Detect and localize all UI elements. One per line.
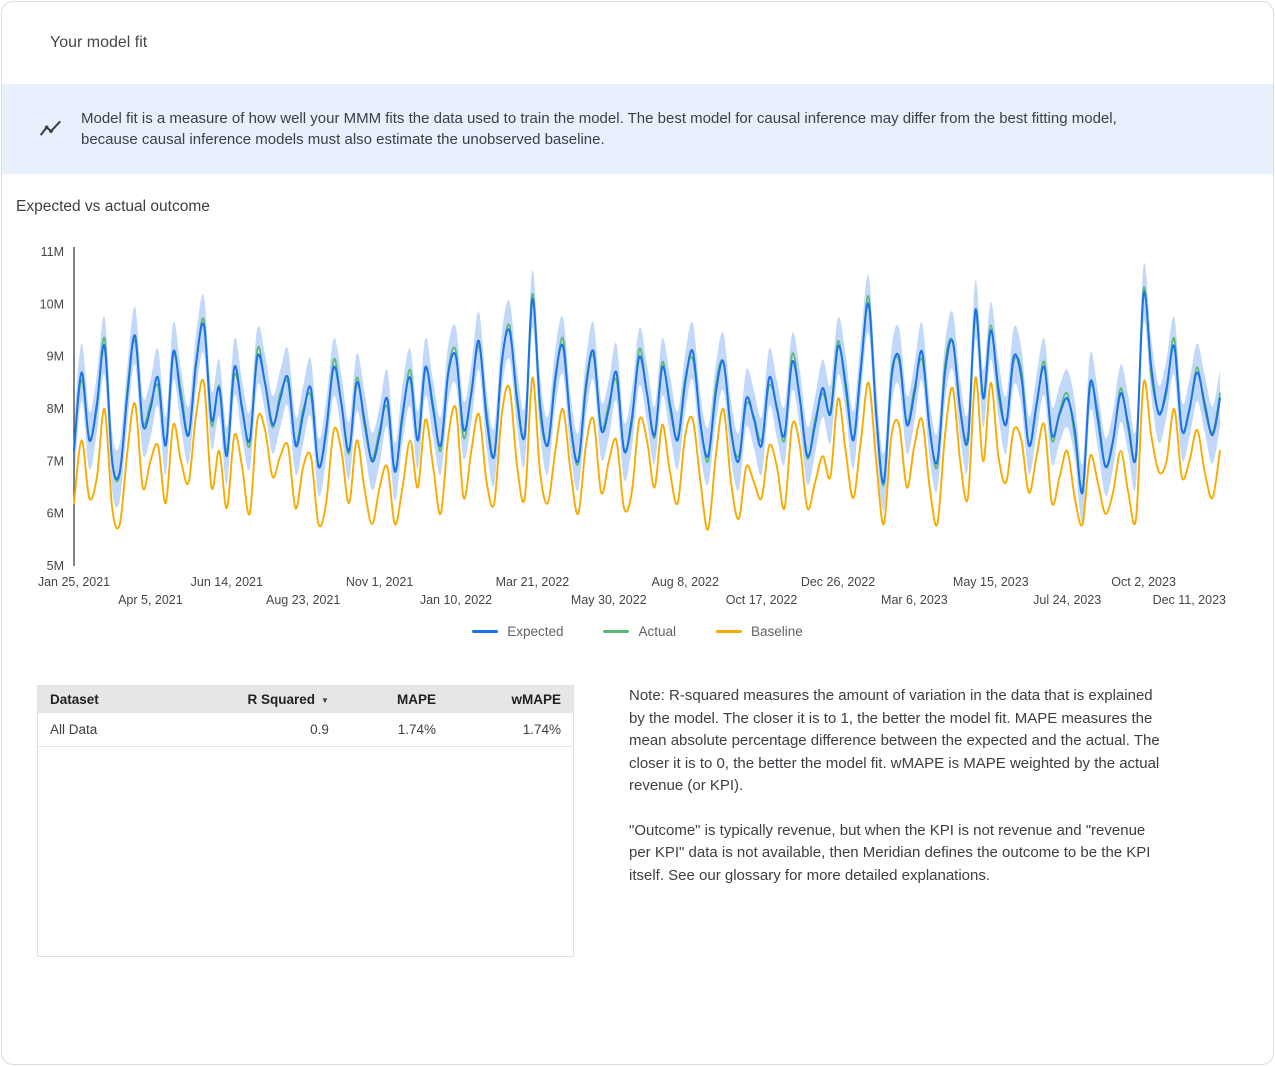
table-cell: 1.74%	[448, 713, 573, 747]
x-axis-tick-label: Oct 2, 2023	[1111, 575, 1176, 589]
section-title: Expected vs actual outcome	[16, 198, 210, 215]
y-axis-tick-label: 8M	[47, 402, 64, 416]
column-header-wmape[interactable]: wMAPE	[448, 686, 573, 713]
y-axis-tick-label: 5M	[47, 559, 64, 573]
chart-legend: Expected Actual Baseline	[16, 624, 1259, 639]
note-paragraph-outcome: "Outcome" is typically revenue, but when…	[629, 821, 1151, 884]
x-axis-tick-label: Jan 25, 2021	[38, 575, 110, 589]
table-cell: 0.9	[161, 713, 341, 747]
table-body: All Data 0.9 1.74% 1.74%	[38, 713, 573, 747]
x-axis-tick-label: Oct 17, 2022	[726, 593, 798, 607]
column-header-dataset[interactable]: Dataset	[38, 686, 162, 713]
x-axis-tick-label: Mar 6, 2023	[881, 593, 948, 607]
table-row: All Data 0.9 1.74% 1.74%	[38, 713, 573, 747]
notes: Note: R-squared measures the amount of v…	[629, 685, 1161, 909]
column-header-label: R Squared	[247, 692, 315, 707]
expected-vs-actual-chart: 5M 6M 7M 8M 9M 10M 11M Jan 25, 2021 Apr 5, 2021 J…	[38, 245, 1226, 607]
expected-line-swatch	[472, 630, 499, 633]
column-header-r-squared[interactable]: R Squared ▼	[161, 686, 341, 713]
model-fit-table-card: Dataset R Squared ▼ MAPE wMAPE All Data 0.…	[37, 685, 574, 957]
x-axis-tick-label: Mar 21, 2022	[496, 575, 570, 589]
trend-line-icon	[38, 116, 64, 142]
x-axis-tick-label: May 30, 2022	[571, 593, 647, 607]
model-fit-table: Dataset R Squared ▼ MAPE wMAPE All Data 0.…	[38, 686, 573, 747]
y-axis-tick-label: 9M	[47, 350, 64, 364]
y-axis-tick-label: 7M	[47, 454, 64, 468]
baseline-line	[73, 376, 1221, 531]
x-axis-tick-label: Aug 8, 2022	[651, 575, 718, 589]
page-title: Your model fit	[50, 34, 148, 51]
legend-label: Actual	[638, 624, 677, 639]
banner-text: Model fit is a measure of how well your …	[81, 110, 1117, 148]
legend-label: Baseline	[751, 624, 803, 639]
x-axis-tick-label: Apr 5, 2021	[118, 593, 183, 607]
x-axis-tick-label: Dec 11, 2023	[1153, 593, 1226, 607]
note-paragraph-metrics: Note: R-squared measures the amount of v…	[629, 687, 1160, 794]
x-axis-tick-label: Jul 24, 2023	[1033, 593, 1101, 607]
x-axis-tick-label: Jan 10, 2022	[420, 593, 492, 607]
x-axis-tick-label: Nov 1, 2021	[346, 575, 413, 589]
table-cell: 1.74%	[340, 713, 449, 747]
report-header: Your model fit	[2, 2, 1273, 84]
legend-label: Expected	[507, 624, 564, 639]
y-axis-tick-label: 10M	[40, 297, 64, 311]
legend-item-baseline: Baseline	[716, 624, 803, 639]
legend-item-actual: Actual	[603, 624, 676, 639]
info-banner: Model fit is a measure of how well your …	[2, 84, 1273, 174]
x-axis-tick-label: Aug 23, 2021	[266, 593, 340, 607]
x-axis-tick-label: Dec 26, 2022	[801, 575, 875, 589]
table-header-row: Dataset R Squared ▼ MAPE wMAPE	[38, 686, 573, 713]
y-axis-tick-label: 11M	[41, 245, 64, 259]
baseline-line-swatch	[716, 630, 743, 633]
expected-line	[73, 290, 1221, 495]
table-cell: All Data	[38, 713, 162, 747]
legend-item-expected: Expected	[472, 624, 563, 639]
y-axis-tick-label: 6M	[47, 507, 64, 521]
chart-section: Expected vs actual outcome 5M 6M 7M 8M 9M 10M…	[2, 174, 1273, 639]
bottom-row: Dataset R Squared ▼ MAPE wMAPE All Data 0.…	[2, 639, 1273, 957]
x-axis-tick-label: May 15, 2023	[953, 575, 1029, 589]
actual-line-swatch	[603, 630, 630, 633]
x-axis-tick-label: Jun 14, 2021	[191, 575, 263, 589]
column-header-mape[interactable]: MAPE	[340, 686, 449, 713]
sort-desc-icon[interactable]: ▼	[320, 696, 329, 705]
